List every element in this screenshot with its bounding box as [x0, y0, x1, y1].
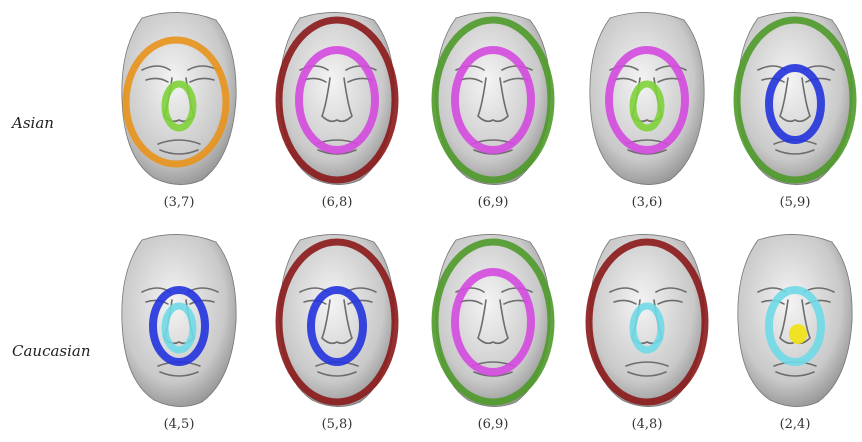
region-ring — [307, 286, 367, 366]
face-feature — [317, 371, 357, 377]
face-feature — [477, 77, 509, 123]
face-mesh-image — [275, 12, 399, 185]
face-mesh-image — [121, 234, 237, 407]
face-feature — [655, 287, 687, 293]
region-ring — [789, 324, 807, 344]
region-ring — [629, 302, 665, 354]
face-cell: (3,6) — [580, 8, 714, 218]
face-caption: (6,8) — [321, 195, 353, 210]
region-ring — [451, 268, 535, 376]
region-ring — [451, 46, 535, 154]
face-mesh-image — [431, 234, 555, 407]
face-caption: (6,9) — [477, 417, 509, 432]
face-feature — [625, 361, 669, 367]
region-ring — [161, 80, 197, 132]
face-cell: (6,9) — [426, 230, 560, 440]
face-feature — [627, 371, 667, 377]
region-ring — [295, 46, 379, 154]
face-feature — [613, 299, 637, 305]
row-label-asian: Asian — [12, 114, 54, 132]
face-cell: (5,8) — [270, 230, 404, 440]
region-ring — [629, 80, 665, 132]
face-caption: (2,4) — [779, 417, 811, 432]
row-label-caucasian: Caucasian — [12, 342, 91, 360]
face-caption: (3,6) — [631, 195, 663, 210]
face-mesh-image — [121, 12, 237, 185]
region-ring — [431, 16, 555, 184]
face-feature — [157, 139, 201, 145]
face-feature — [141, 65, 171, 71]
region-ring — [431, 238, 555, 406]
face-feature — [189, 77, 215, 83]
region-ring — [122, 36, 230, 168]
face-silhouette — [589, 12, 705, 185]
region-ring — [275, 238, 399, 406]
face-mesh-image — [733, 12, 857, 185]
face-feature — [609, 287, 639, 293]
face-feature — [321, 77, 353, 123]
face-feature — [145, 77, 169, 83]
face-caption: (3,7) — [163, 195, 195, 210]
face-feature — [159, 371, 199, 377]
face-mesh-image — [275, 234, 399, 407]
region-ring — [275, 16, 399, 184]
region-ring — [161, 302, 197, 354]
face-caption: (5,8) — [321, 417, 353, 432]
region-ring — [605, 46, 689, 154]
face-cell: (6,9) — [426, 8, 560, 218]
region-ring — [765, 286, 825, 366]
face-feature — [657, 299, 683, 305]
face-feature — [159, 149, 199, 155]
face-feature — [779, 77, 811, 123]
face-feature — [775, 149, 815, 155]
face-caption: (4,5) — [163, 417, 195, 432]
face-mesh-image — [737, 234, 853, 407]
face-caption: (4,8) — [631, 417, 663, 432]
face-caption: (6,9) — [477, 195, 509, 210]
face-cell: (2,4) — [728, 230, 862, 440]
face-cell: (4,5) — [112, 230, 246, 440]
face-cell: (4,8) — [580, 230, 714, 440]
face-silhouette — [121, 234, 237, 407]
face-mesh-image — [431, 12, 555, 185]
face-mesh-image — [585, 234, 709, 407]
face-cell: (3,7) — [112, 8, 246, 218]
face-mesh-image — [589, 12, 705, 185]
face-feature — [321, 299, 353, 345]
face-feature — [775, 371, 815, 377]
region-ring — [765, 64, 825, 144]
face-feature — [477, 299, 509, 345]
region-ring — [149, 286, 209, 366]
face-cell: (6,8) — [270, 8, 404, 218]
region-ring — [585, 238, 709, 406]
region-ring — [733, 16, 857, 184]
face-cell: (5,9) — [728, 8, 862, 218]
face-caption: (5,9) — [779, 195, 811, 210]
face-silhouette — [737, 234, 853, 407]
